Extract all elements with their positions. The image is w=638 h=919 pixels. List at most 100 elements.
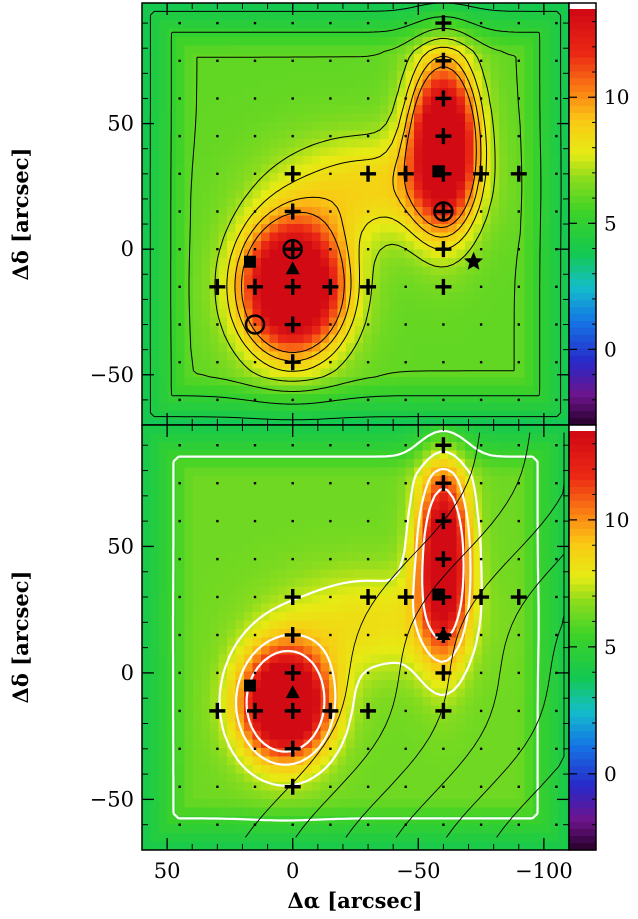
- heatmap-cell: [473, 147, 483, 157]
- heatmap-cell: [150, 139, 160, 148]
- heatmap-cell: [507, 62, 517, 72]
- heatmap-cell: [533, 198, 542, 208]
- grid-dot: [479, 97, 483, 100]
- heatmap-cell: [150, 402, 160, 412]
- heatmap-cell: [422, 833, 432, 842]
- heatmap-cell: [150, 748, 160, 757]
- heatmap-cell: [397, 224, 406, 233]
- heatmap-cell: [159, 139, 168, 148]
- heatmap-cell: [159, 688, 168, 698]
- heatmap-cell: [465, 241, 474, 250]
- heatmap-cell: [150, 824, 160, 834]
- heatmap-cell: [388, 139, 398, 148]
- heatmap-cell: [448, 198, 457, 208]
- heatmap-cell: [261, 671, 270, 681]
- heatmap-cell: [261, 88, 270, 97]
- heatmap-cell: [507, 300, 517, 310]
- heatmap-cell: [346, 586, 355, 596]
- heatmap-cell: [193, 190, 202, 199]
- heatmap-cell: [405, 419, 415, 426]
- heatmap-cell: [337, 484, 347, 494]
- heatmap-cell: [337, 603, 347, 613]
- heatmap-cell: [524, 105, 534, 114]
- heatmap-cell: [235, 385, 245, 395]
- heatmap-cell: [397, 748, 406, 757]
- heatmap-cell: [448, 190, 457, 199]
- heatmap-cell: [218, 300, 228, 310]
- heatmap-cell: [346, 425, 355, 434]
- heatmap-cell: [499, 215, 508, 225]
- heatmap-cell: [363, 190, 372, 199]
- heatmap-cell: [269, 459, 279, 468]
- heatmap-cell: [431, 37, 440, 46]
- heatmap-cell: [346, 790, 355, 800]
- heatmap-cell: [558, 343, 568, 352]
- heatmap-cell: [176, 368, 185, 378]
- heatmap-cell: [244, 467, 253, 477]
- heatmap-cell: [218, 807, 228, 817]
- heatmap-cell: [337, 433, 347, 443]
- heatmap-cell: [499, 173, 508, 182]
- heatmap-cell: [235, 300, 245, 310]
- heatmap-cell: [439, 419, 449, 426]
- heatmap-cell: [295, 241, 304, 250]
- heatmap-cell: [482, 671, 491, 681]
- heatmap-cell: [167, 773, 177, 783]
- heatmap-cell: [150, 790, 160, 800]
- heatmap-cell: [482, 765, 491, 774]
- heatmap-cell: [329, 484, 338, 494]
- heatmap-cell: [422, 425, 432, 434]
- heatmap-cell: [210, 561, 219, 570]
- heatmap-cell: [346, 629, 355, 638]
- heatmap-cell: [303, 11, 313, 21]
- heatmap-cell: [346, 561, 355, 570]
- heatmap-cell: [201, 377, 211, 386]
- heatmap-cell: [397, 300, 406, 310]
- heatmap-cell: [550, 164, 559, 174]
- heatmap-cell: [142, 326, 151, 335]
- heatmap-cell: [184, 646, 194, 655]
- heatmap-cell: [193, 45, 202, 55]
- heatmap-cell: [329, 790, 338, 800]
- heatmap-cell: [210, 578, 219, 587]
- heatmap-cell: [371, 411, 381, 420]
- heatmap-cell: [312, 527, 321, 536]
- heatmap-cell: [227, 28, 236, 38]
- heatmap-cell: [210, 394, 219, 403]
- heatmap-cell: [286, 419, 296, 426]
- heatmap-cell: [456, 442, 466, 451]
- heatmap-cell: [363, 493, 372, 502]
- heatmap-cell: [150, 190, 160, 199]
- heatmap-cell: [371, 156, 381, 165]
- heatmap-cell: [558, 88, 568, 97]
- heatmap-cell: [193, 671, 202, 681]
- heatmap-cell: [346, 147, 355, 157]
- heatmap-cell: [295, 360, 304, 369]
- heatmap-cell: [380, 535, 389, 545]
- grid-dot: [442, 361, 445, 364]
- heatmap-cell: [261, 518, 270, 528]
- colorbar-swatch: [569, 85, 596, 93]
- heatmap-cell: [439, 773, 449, 783]
- heatmap-cell: [269, 518, 279, 528]
- heatmap-cell: [439, 467, 449, 477]
- heatmap-cell: [261, 215, 270, 225]
- heatmap-cell: [278, 198, 287, 208]
- heatmap-cell: [167, 96, 177, 106]
- heatmap-cell: [176, 45, 185, 55]
- heatmap-cell: [431, 105, 440, 114]
- heatmap-cell: [303, 739, 313, 749]
- heatmap-cell: [363, 224, 372, 233]
- heatmap-cell: [473, 215, 483, 225]
- heatmap-cell: [550, 139, 559, 148]
- heatmap-cell: [320, 62, 330, 72]
- heatmap-cell: [465, 419, 474, 426]
- heatmap-cell: [456, 569, 466, 579]
- heatmap-cell: [473, 71, 483, 80]
- heatmap-cell: [550, 385, 559, 395]
- heatmap-cell: [312, 207, 321, 216]
- heatmap-cell: [482, 527, 491, 536]
- heatmap-cell: [482, 612, 491, 621]
- heatmap-cell: [176, 654, 185, 664]
- heatmap-cell: [422, 680, 432, 689]
